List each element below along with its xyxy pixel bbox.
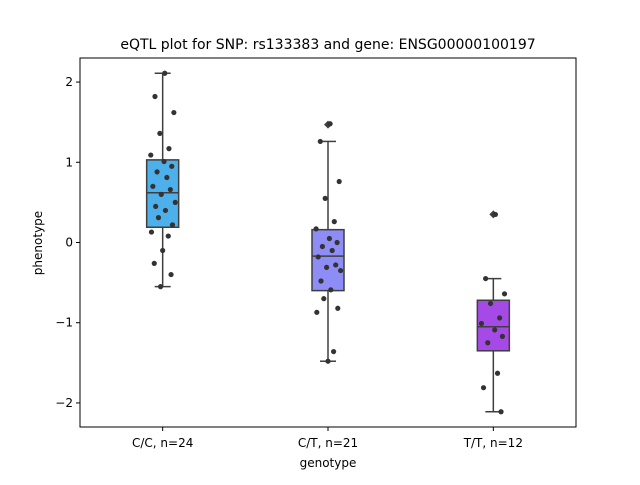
data-point [160, 247, 166, 254]
data-point [162, 207, 169, 214]
data-point [327, 121, 333, 127]
data-point [331, 348, 337, 355]
data-point [480, 385, 487, 391]
data-point [313, 226, 319, 232]
data-point [321, 296, 327, 302]
data-point [152, 93, 158, 100]
box-group [311, 120, 345, 364]
data-point [157, 130, 163, 137]
data-point [317, 138, 323, 145]
y-axis-label: phenotype [31, 211, 45, 275]
data-point [169, 163, 175, 169]
y-tick-label: −2 [55, 396, 73, 410]
data-point [326, 235, 332, 242]
y-tick-label: 2 [65, 75, 73, 89]
data-point [161, 158, 167, 165]
data-point [497, 315, 503, 321]
data-point [148, 152, 154, 158]
data-point [487, 300, 494, 307]
data-point [315, 254, 321, 260]
data-point [172, 199, 178, 205]
data-point [319, 243, 325, 250]
y-tick-label: 0 [65, 236, 73, 250]
data-point [153, 203, 159, 210]
data-point [328, 287, 334, 293]
data-point [154, 169, 160, 175]
data-point [151, 260, 157, 266]
data-point [167, 186, 173, 193]
data-point [494, 370, 501, 376]
plot-area [145, 70, 511, 415]
y-axis: 2 1 0 −1 −2 [55, 75, 80, 410]
data-point [338, 267, 344, 274]
data-point [334, 239, 340, 246]
data-point [314, 309, 320, 315]
data-point [335, 305, 341, 311]
data-point [336, 178, 342, 185]
data-point [157, 284, 164, 290]
data-point [333, 262, 339, 268]
data-point [498, 409, 504, 415]
x-tick-label: C/T, n=21 [298, 436, 358, 450]
x-tick-label: C/C, n=24 [132, 436, 193, 450]
data-point [164, 174, 170, 181]
data-point [325, 358, 331, 364]
box-group [476, 210, 511, 415]
data-point [485, 340, 491, 346]
data-point [158, 191, 164, 197]
data-point [331, 219, 337, 225]
x-axis-label: genotype [300, 456, 357, 470]
data-point [324, 264, 330, 270]
data-point [492, 211, 499, 218]
data-point [150, 183, 156, 189]
x-tick-label: T/T, n=12 [463, 436, 523, 450]
data-point [155, 215, 162, 221]
data-point [171, 109, 177, 116]
data-point [168, 271, 174, 278]
data-point [148, 229, 155, 235]
data-point [322, 195, 328, 201]
y-tick-label: 1 [65, 155, 73, 169]
data-point [501, 291, 508, 297]
data-point [162, 70, 168, 76]
data-point [318, 278, 324, 284]
data-point [478, 320, 485, 327]
y-tick-label: −1 [55, 316, 73, 330]
data-point [492, 327, 498, 333]
chart-title: eQTL plot for SNP: rs133383 and gene: EN… [120, 37, 535, 53]
data-point [483, 275, 489, 282]
data-point [169, 222, 176, 228]
box-group [145, 70, 180, 290]
data-point [329, 247, 335, 254]
data-point [165, 233, 171, 239]
x-axis: C/C, n=24 C/T, n=21 T/T, n=12 [132, 427, 523, 450]
data-point [166, 146, 172, 152]
data-point [499, 333, 506, 339]
